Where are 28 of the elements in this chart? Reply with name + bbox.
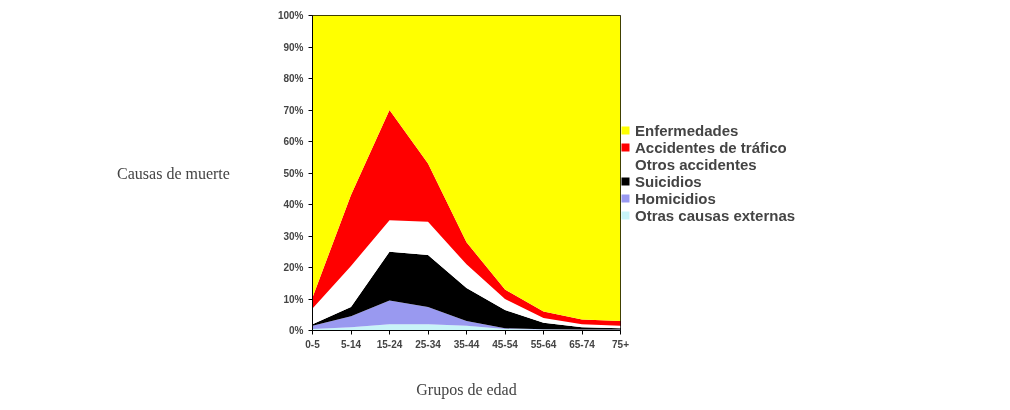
y-axis-title: Causas de muerte	[117, 164, 230, 182]
y-tick-label: 90%	[283, 41, 304, 53]
x-tick-label: 45-54	[492, 338, 519, 350]
y-tick-label: 100%	[277, 10, 304, 21]
x-tick-label: 35-44	[453, 338, 480, 350]
legend-label: Accidentes de tráfico	[635, 138, 787, 156]
x-axis-title: Grupos de edad	[416, 380, 517, 399]
y-tick-label: 40%	[283, 199, 304, 210]
legend-label: Enfermedades	[635, 121, 739, 139]
x-tick-label: 5-14	[340, 338, 362, 350]
text: Otros accidentes	[635, 155, 757, 173]
x-tick-label: 55-64	[530, 338, 557, 350]
x-tick-label: 0-5	[305, 338, 321, 350]
legend-label: Otras causas externas	[635, 206, 796, 224]
y-tick-label: 20%	[283, 262, 304, 273]
y-tick-label: 70%	[283, 104, 304, 116]
y-tick-label: 50%	[283, 167, 304, 179]
x-tick-label: 25-34	[415, 338, 442, 350]
x-tick-label: 65-74	[569, 338, 596, 350]
legend-label: Homicidios	[635, 189, 716, 207]
legend-label: Suicidios	[635, 172, 702, 190]
y-tick-label: 80%	[283, 73, 304, 84]
x-tick-label: 15-24	[376, 338, 403, 350]
y-tick-label: 10%	[283, 293, 304, 305]
y-tick-label: 0%	[289, 325, 304, 336]
y-tick-label: 60%	[283, 136, 304, 147]
y-tick-label: 30%	[283, 230, 304, 242]
x-tick-label: 75+	[612, 338, 630, 350]
